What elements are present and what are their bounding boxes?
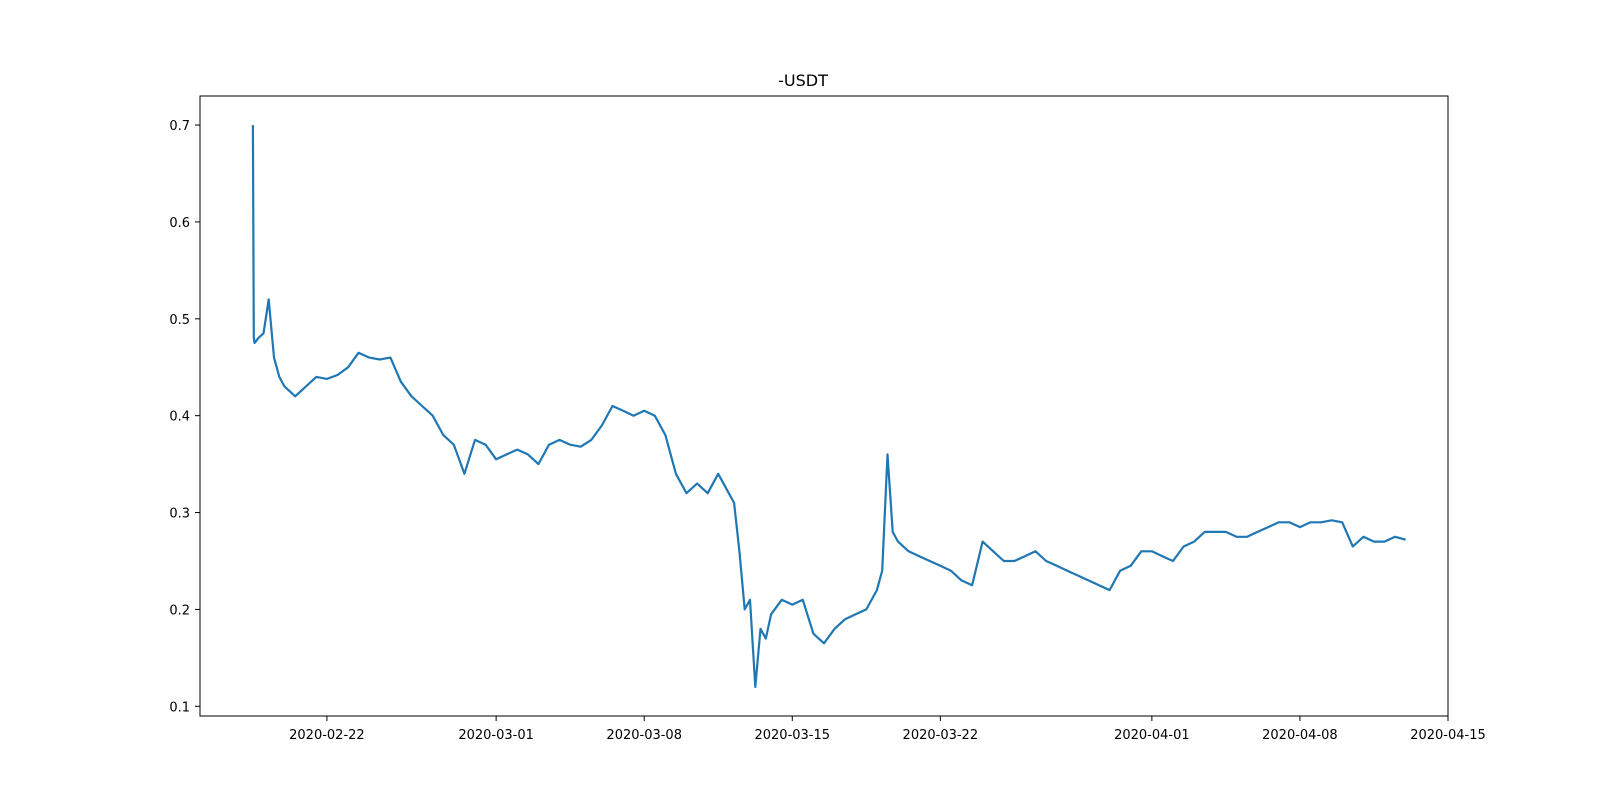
x-tick-label: 2020-04-08: [1262, 728, 1338, 743]
chart-title: -USDT: [778, 71, 828, 90]
series-layer: [251, 125, 1406, 689]
y-tick-label: 0.1: [169, 700, 190, 715]
x-tick-label: 2020-04-15: [1410, 728, 1486, 743]
x-tick-label: 2020-02-22: [289, 728, 365, 743]
x-axis: 2020-02-22 2020-03-01 2020-03-08 2020-03-15…: [289, 716, 1486, 743]
y-tick-label: 0.7: [169, 119, 190, 134]
x-tick-label: 2020-04-01: [1114, 728, 1190, 743]
y-tick-label: 0.6: [169, 216, 190, 231]
y-tick-label: 0.5: [169, 313, 190, 328]
x-tick-label: 2020-03-08: [606, 728, 682, 743]
x-tick-label: 2020-03-22: [903, 728, 979, 743]
plot-frame: [199, 95, 1449, 717]
x-tick-label: 2020-03-01: [458, 728, 534, 743]
y-tick-label: 0.4: [169, 410, 190, 425]
y-tick-label: 0.2: [169, 603, 190, 618]
y-axis: 0.1 0.2 0.3 0.4 0.5 0.6 0.7: [169, 119, 200, 715]
x-tick-label: 2020-03-15: [754, 728, 830, 743]
y-tick-label: 0.3: [169, 507, 190, 522]
series-line-0: [251, 125, 1406, 689]
